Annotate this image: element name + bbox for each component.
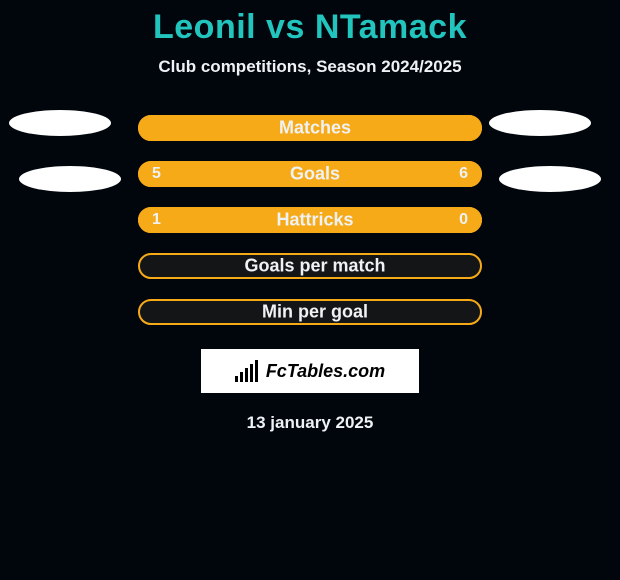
stat-row: Matches bbox=[0, 105, 620, 151]
source-logo: FcTables.com bbox=[201, 349, 419, 393]
stat-bar bbox=[138, 161, 482, 187]
page-subtitle: Club competitions, Season 2024/2025 bbox=[0, 57, 620, 77]
stat-bar bbox=[138, 253, 482, 279]
stat-rows: MatchesGoals56Hattricks10Goals per match… bbox=[0, 105, 620, 335]
logo-text: FcTables.com bbox=[266, 361, 385, 382]
stat-row: Min per goal bbox=[0, 289, 620, 335]
left-oval bbox=[19, 166, 121, 192]
stat-bar bbox=[138, 207, 482, 233]
right-oval bbox=[499, 166, 601, 192]
bar-chart-icon bbox=[235, 360, 260, 382]
right-oval bbox=[489, 110, 591, 136]
bar-right-segment bbox=[403, 207, 482, 233]
bar-fill bbox=[138, 115, 482, 141]
stat-row: Hattricks10 bbox=[0, 197, 620, 243]
bar-left-segment bbox=[138, 161, 295, 187]
bar-right-segment bbox=[295, 161, 482, 187]
stat-row: Goals per match bbox=[0, 243, 620, 289]
date-line: 13 january 2025 bbox=[0, 413, 620, 433]
stat-bar bbox=[138, 299, 482, 325]
stat-bar bbox=[138, 115, 482, 141]
bar-left-segment bbox=[138, 207, 403, 233]
stat-row: Goals56 bbox=[0, 151, 620, 197]
left-oval bbox=[9, 110, 111, 136]
page-title: Leonil vs NTamack bbox=[0, 0, 620, 47]
